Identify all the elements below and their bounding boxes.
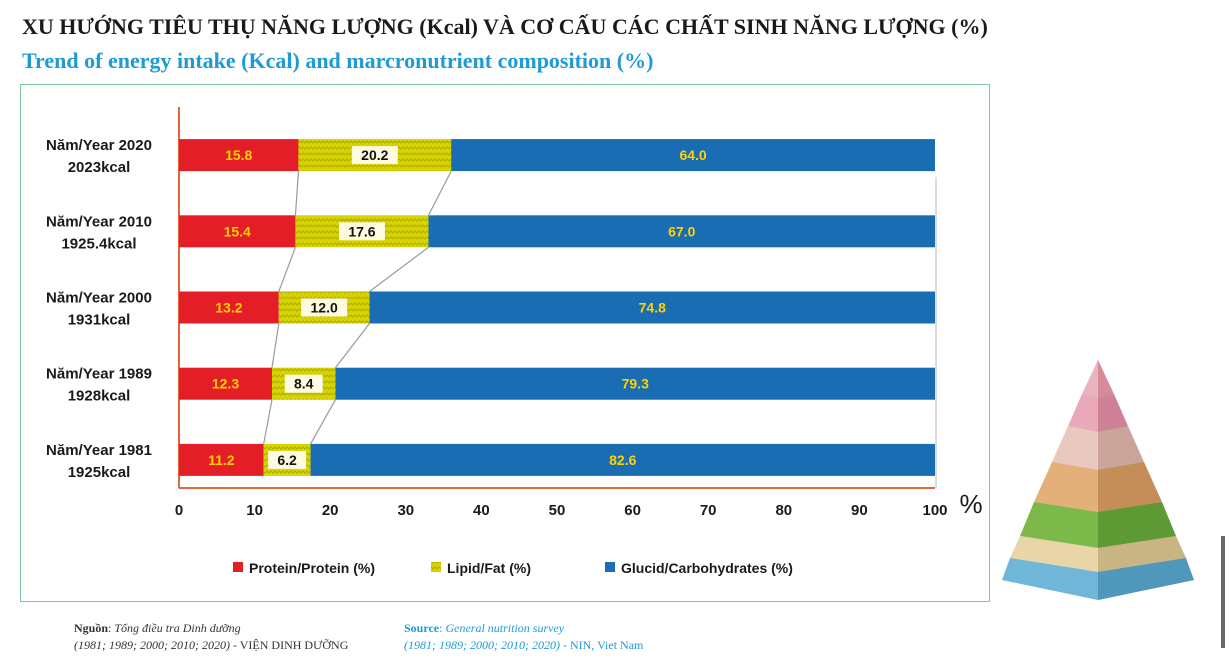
legend-label: Glucid/Carbohydrates (%) xyxy=(621,560,793,576)
connector-line xyxy=(294,171,300,216)
connector-line xyxy=(335,323,370,369)
data-label: 79.3 xyxy=(622,376,649,392)
x-tick-label: 80 xyxy=(775,502,792,519)
data-label: 13.2 xyxy=(215,300,242,316)
category-label: 2023kcal xyxy=(68,159,131,176)
source-survey-en: General nutrition survey xyxy=(445,621,565,635)
stacked-bar-chart: 15.8 20.2 64.0 Năm/Year 2020 2023kcal 15.4 17.… xyxy=(46,107,983,576)
chart-title-vn: XU HƯỚNG TIÊU THỤ NĂNG LƯỢNG (Kcal) VÀ C… xyxy=(22,14,988,39)
data-label-bg xyxy=(351,146,398,165)
legend-label: Protein/Protein (%) xyxy=(249,560,375,576)
x-tick-label: 90 xyxy=(851,502,868,519)
data-label-bg xyxy=(338,222,385,241)
data-label: 67.0 xyxy=(668,223,695,239)
category-label: Năm/Year 2020 xyxy=(46,137,152,154)
data-label: 6.2 xyxy=(277,452,297,468)
source-note-en: Source: General nutrition survey (1981; … xyxy=(404,621,644,652)
data-label-bg xyxy=(301,298,348,317)
legend-swatch xyxy=(431,562,441,572)
connector-line xyxy=(278,247,296,292)
chart-frame: 15.8 20.2 64.0 Năm/Year 2020 2023kcal 15.4 17.… xyxy=(20,84,990,602)
category-label: 1928kcal xyxy=(68,388,131,405)
x-tick-label: 10 xyxy=(246,502,263,519)
bar-segment xyxy=(179,443,264,476)
x-tick-label: 100 xyxy=(922,502,947,519)
category-label: Năm/Year 2000 xyxy=(46,290,152,307)
category-label: Năm/Year 2010 xyxy=(46,213,152,230)
data-label: 82.6 xyxy=(609,452,636,468)
category-label: Năm/Year 1981 xyxy=(46,442,152,459)
category-label: Năm/Year 1989 xyxy=(46,366,152,383)
x-tick-label: 40 xyxy=(473,502,490,519)
bar-segment xyxy=(310,443,935,476)
source-label-vn: Nguồn xyxy=(74,621,109,635)
legend-swatch xyxy=(233,562,243,572)
legend-label: Lipid/Fat (%) xyxy=(447,560,531,576)
legend-swatch xyxy=(605,562,615,572)
source-org-vn: - VIỆN DINH DƯỠNG xyxy=(229,638,349,652)
x-tick-label: 20 xyxy=(322,502,339,519)
data-label: 15.8 xyxy=(225,147,252,163)
connector-line xyxy=(369,246,429,292)
data-label: 11.2 xyxy=(208,452,235,468)
category-label: 1931kcal xyxy=(68,312,131,329)
food-pyramid-icon xyxy=(1002,360,1194,600)
x-tick-label: 70 xyxy=(700,502,717,519)
connector-line xyxy=(271,323,280,368)
connector-line xyxy=(310,399,337,445)
source-years-en: (1981; 1989; 2000; 2010; 2020) xyxy=(404,638,560,652)
data-label: 15.4 xyxy=(224,223,251,239)
x-tick-label: 30 xyxy=(397,502,414,519)
data-label-bg xyxy=(268,450,307,469)
source-survey-vn: Tổng điều tra Dinh dưỡng xyxy=(114,621,241,635)
chart-title-en: Trend of energy intake (Kcal) and marcro… xyxy=(22,48,654,73)
data-label: 12.0 xyxy=(311,300,338,316)
x-tick-label: 50 xyxy=(549,502,566,519)
x-tick-label: 0 xyxy=(175,502,183,519)
data-label-bg xyxy=(284,374,323,393)
bar-segment xyxy=(335,367,935,400)
bar-segment xyxy=(428,215,935,248)
source-label-en: Source xyxy=(404,621,440,635)
x-tick-label: 60 xyxy=(624,502,641,519)
data-label: 64.0 xyxy=(679,147,706,163)
bar-segment xyxy=(179,367,272,400)
page-edge-stripe xyxy=(1221,536,1225,648)
x-unit-label: % xyxy=(959,489,982,519)
bar-segment xyxy=(179,215,296,248)
connector-line xyxy=(427,170,452,216)
connector-line xyxy=(263,399,273,445)
data-label: 17.6 xyxy=(348,223,375,239)
bar-segment xyxy=(369,291,936,324)
source-org-en: - NIN, Viet Nam xyxy=(559,638,644,652)
bar-segment xyxy=(179,139,299,172)
source-note-vn: Nguồn: Tổng điều tra Dinh dưỡng (1981; 1… xyxy=(74,621,349,652)
data-label: 8.4 xyxy=(294,376,314,392)
data-label: 74.8 xyxy=(639,300,666,316)
bar-segment xyxy=(179,291,279,324)
category-label: 1925kcal xyxy=(68,464,131,481)
category-label: 1925.4kcal xyxy=(61,235,136,252)
source-years-vn: (1981; 1989; 2000; 2010; 2020) xyxy=(74,638,230,652)
data-label: 12.3 xyxy=(212,376,239,392)
bar-segment xyxy=(451,139,935,172)
data-label: 20.2 xyxy=(361,147,388,163)
